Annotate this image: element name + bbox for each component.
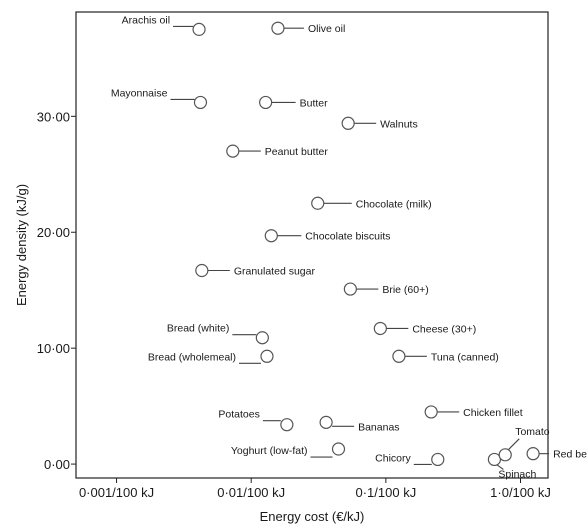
y-tick-label: 0·00 [44,457,70,472]
data-point-group: Arachis oil [122,14,206,36]
data-point-group: Olive oil [271,21,345,35]
point-label: Chicken fillet [463,407,523,419]
point-label: Chocolate biscuits [305,231,390,243]
data-point-group: Chicory [375,452,445,467]
data-point-group: Bread (wholemeal) [148,349,274,364]
data-point-group: Tuna (canned) [392,349,499,363]
point-marker [343,282,357,296]
x-tick-label: 1·0/100 kJ [490,485,551,500]
data-point-group: Walnuts [341,116,418,130]
data-point-group: Butter [259,95,329,110]
point-marker [498,448,512,462]
data-point-group: Chocolate biscuits [264,229,391,243]
point-label: Peanut butter [265,146,329,158]
y-tick-label: 30·00 [37,109,70,124]
data-point-group: Red berries [526,447,587,461]
data-point-group: Tomato [498,426,550,462]
x-tick-label: 0·1/100 kJ [356,485,417,500]
point-marker [487,452,502,467]
point-marker [260,349,274,363]
point-marker [193,95,208,110]
data-point-group: Cheese (30+) [373,321,476,336]
point-marker [341,116,355,130]
point-marker [280,418,294,432]
point-label: Bread (white) [167,323,229,335]
data-point-group: Yoghurt (low-fat) [231,442,346,458]
point-label: Cheese (30+) [412,323,476,335]
point-label: Bananas [358,421,399,433]
point-marker [255,331,269,345]
y-tick-label: 10·00 [37,341,70,356]
point-label: Brie (60+) [382,284,428,296]
point-marker [424,405,438,419]
data-point-group: Spinach [487,452,537,480]
plot-frame [75,11,549,479]
point-label: Potatoes [218,409,259,421]
point-marker [226,144,240,158]
point-marker [271,21,285,35]
x-tick-label: 0·01/100 kJ [217,485,285,500]
point-label: Mayonnaise [111,87,168,99]
data-point-group: Peanut butter [226,144,329,158]
x-axis-title: Energy cost (€/kJ) [260,509,365,524]
leader-line [496,464,504,470]
point-marker [526,447,540,461]
point-label: Tomato [515,426,550,438]
point-marker [192,22,206,36]
point-marker [431,452,445,467]
point-label: Walnuts [380,118,418,130]
data-point-group: Bananas [319,415,400,433]
point-marker [311,196,325,210]
point-label: Chocolate (milk) [356,198,432,210]
point-marker [259,95,273,110]
point-label: Bread (wholemeal) [148,351,236,363]
data-point-group: Chocolate (milk) [311,196,432,210]
point-label: Yoghurt (low-fat) [231,445,308,457]
x-tick-labels: 0·001/100 kJ 0·01/100 kJ 0·1/100 kJ 1·0/… [79,485,551,500]
y-axis-title: Energy density (kJ/g) [14,184,29,306]
axis-ticks [71,115,522,483]
point-label: Chicory [375,452,411,464]
data-point-group: Brie (60+) [343,282,429,296]
point-marker [373,321,387,336]
data-point-group: Potatoes [218,409,294,432]
point-marker [331,442,346,456]
point-marker [392,349,406,363]
point-label: Olive oil [308,23,345,35]
data-point-group: Bread (white) [167,323,269,345]
point-marker [264,229,278,243]
point-label: Arachis oil [122,14,170,26]
y-tick-label: 20·00 [37,225,70,240]
data-points: Arachis oil Olive oil Mayonnaise Butter Waln… [111,14,587,480]
point-label: Granulated sugar [234,266,316,278]
point-label: Red berries [553,449,587,461]
y-tick-labels: 0·00 10·00 20·00 30·00 [37,109,70,472]
point-label: Tuna (canned) [431,351,499,363]
data-point-group: Mayonnaise [111,87,208,110]
data-point-group: Granulated sugar [195,263,316,278]
data-point-group: Chicken fillet [424,405,523,419]
point-marker [319,415,333,429]
point-label: Butter [300,97,329,109]
point-label: Spinach [498,468,536,480]
x-tick-label: 0·001/100 kJ [79,485,154,500]
point-marker [195,263,209,278]
leader-line [507,438,520,451]
